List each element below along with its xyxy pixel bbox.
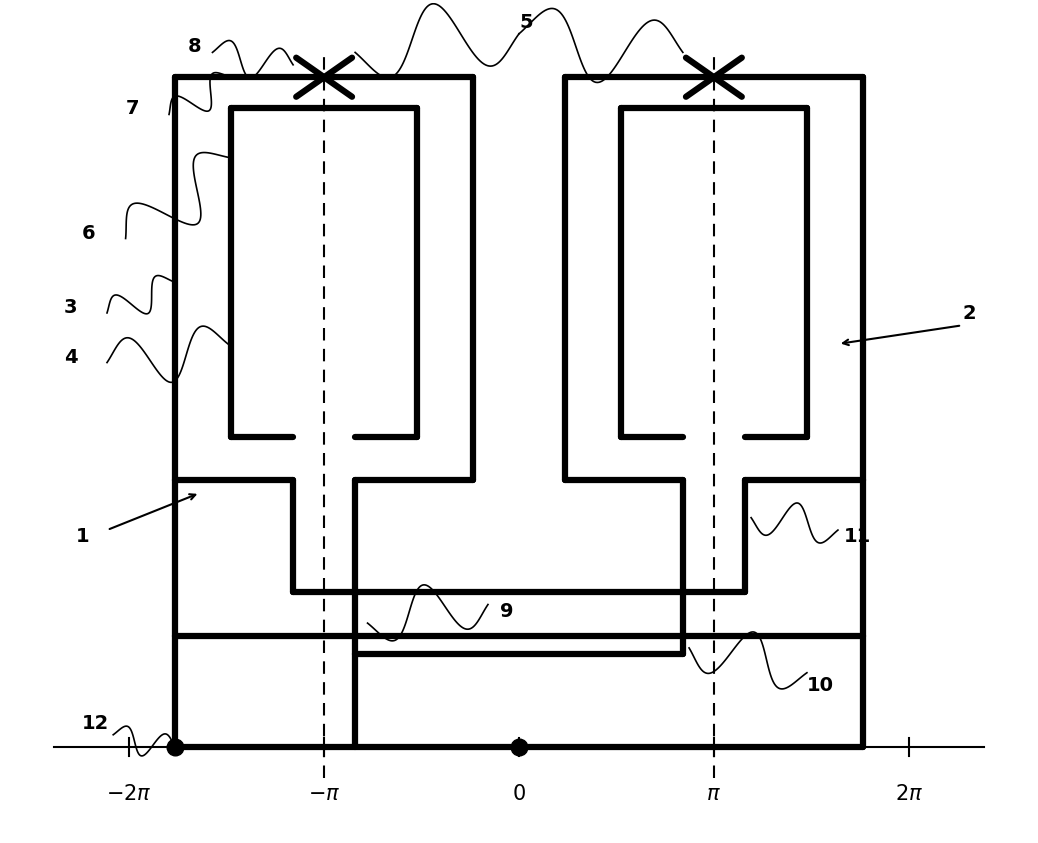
Text: 4: 4 bbox=[63, 347, 77, 367]
Text: 11: 11 bbox=[844, 528, 872, 546]
Text: $\pi$: $\pi$ bbox=[707, 784, 721, 804]
Text: 8: 8 bbox=[188, 37, 201, 56]
Text: 1: 1 bbox=[76, 528, 89, 546]
Text: 7: 7 bbox=[126, 99, 139, 118]
Text: 12: 12 bbox=[82, 713, 109, 733]
Text: 3: 3 bbox=[63, 298, 77, 317]
Text: $-\pi$: $-\pi$ bbox=[308, 784, 340, 804]
Text: 9: 9 bbox=[500, 602, 514, 621]
Text: $-2\pi$: $-2\pi$ bbox=[107, 784, 152, 804]
Text: $0$: $0$ bbox=[512, 784, 526, 804]
Text: 5: 5 bbox=[519, 13, 532, 31]
Text: $2\pi$: $2\pi$ bbox=[895, 784, 923, 804]
Text: 10: 10 bbox=[807, 676, 834, 695]
Text: 2: 2 bbox=[962, 304, 976, 323]
Text: 6: 6 bbox=[82, 223, 95, 243]
